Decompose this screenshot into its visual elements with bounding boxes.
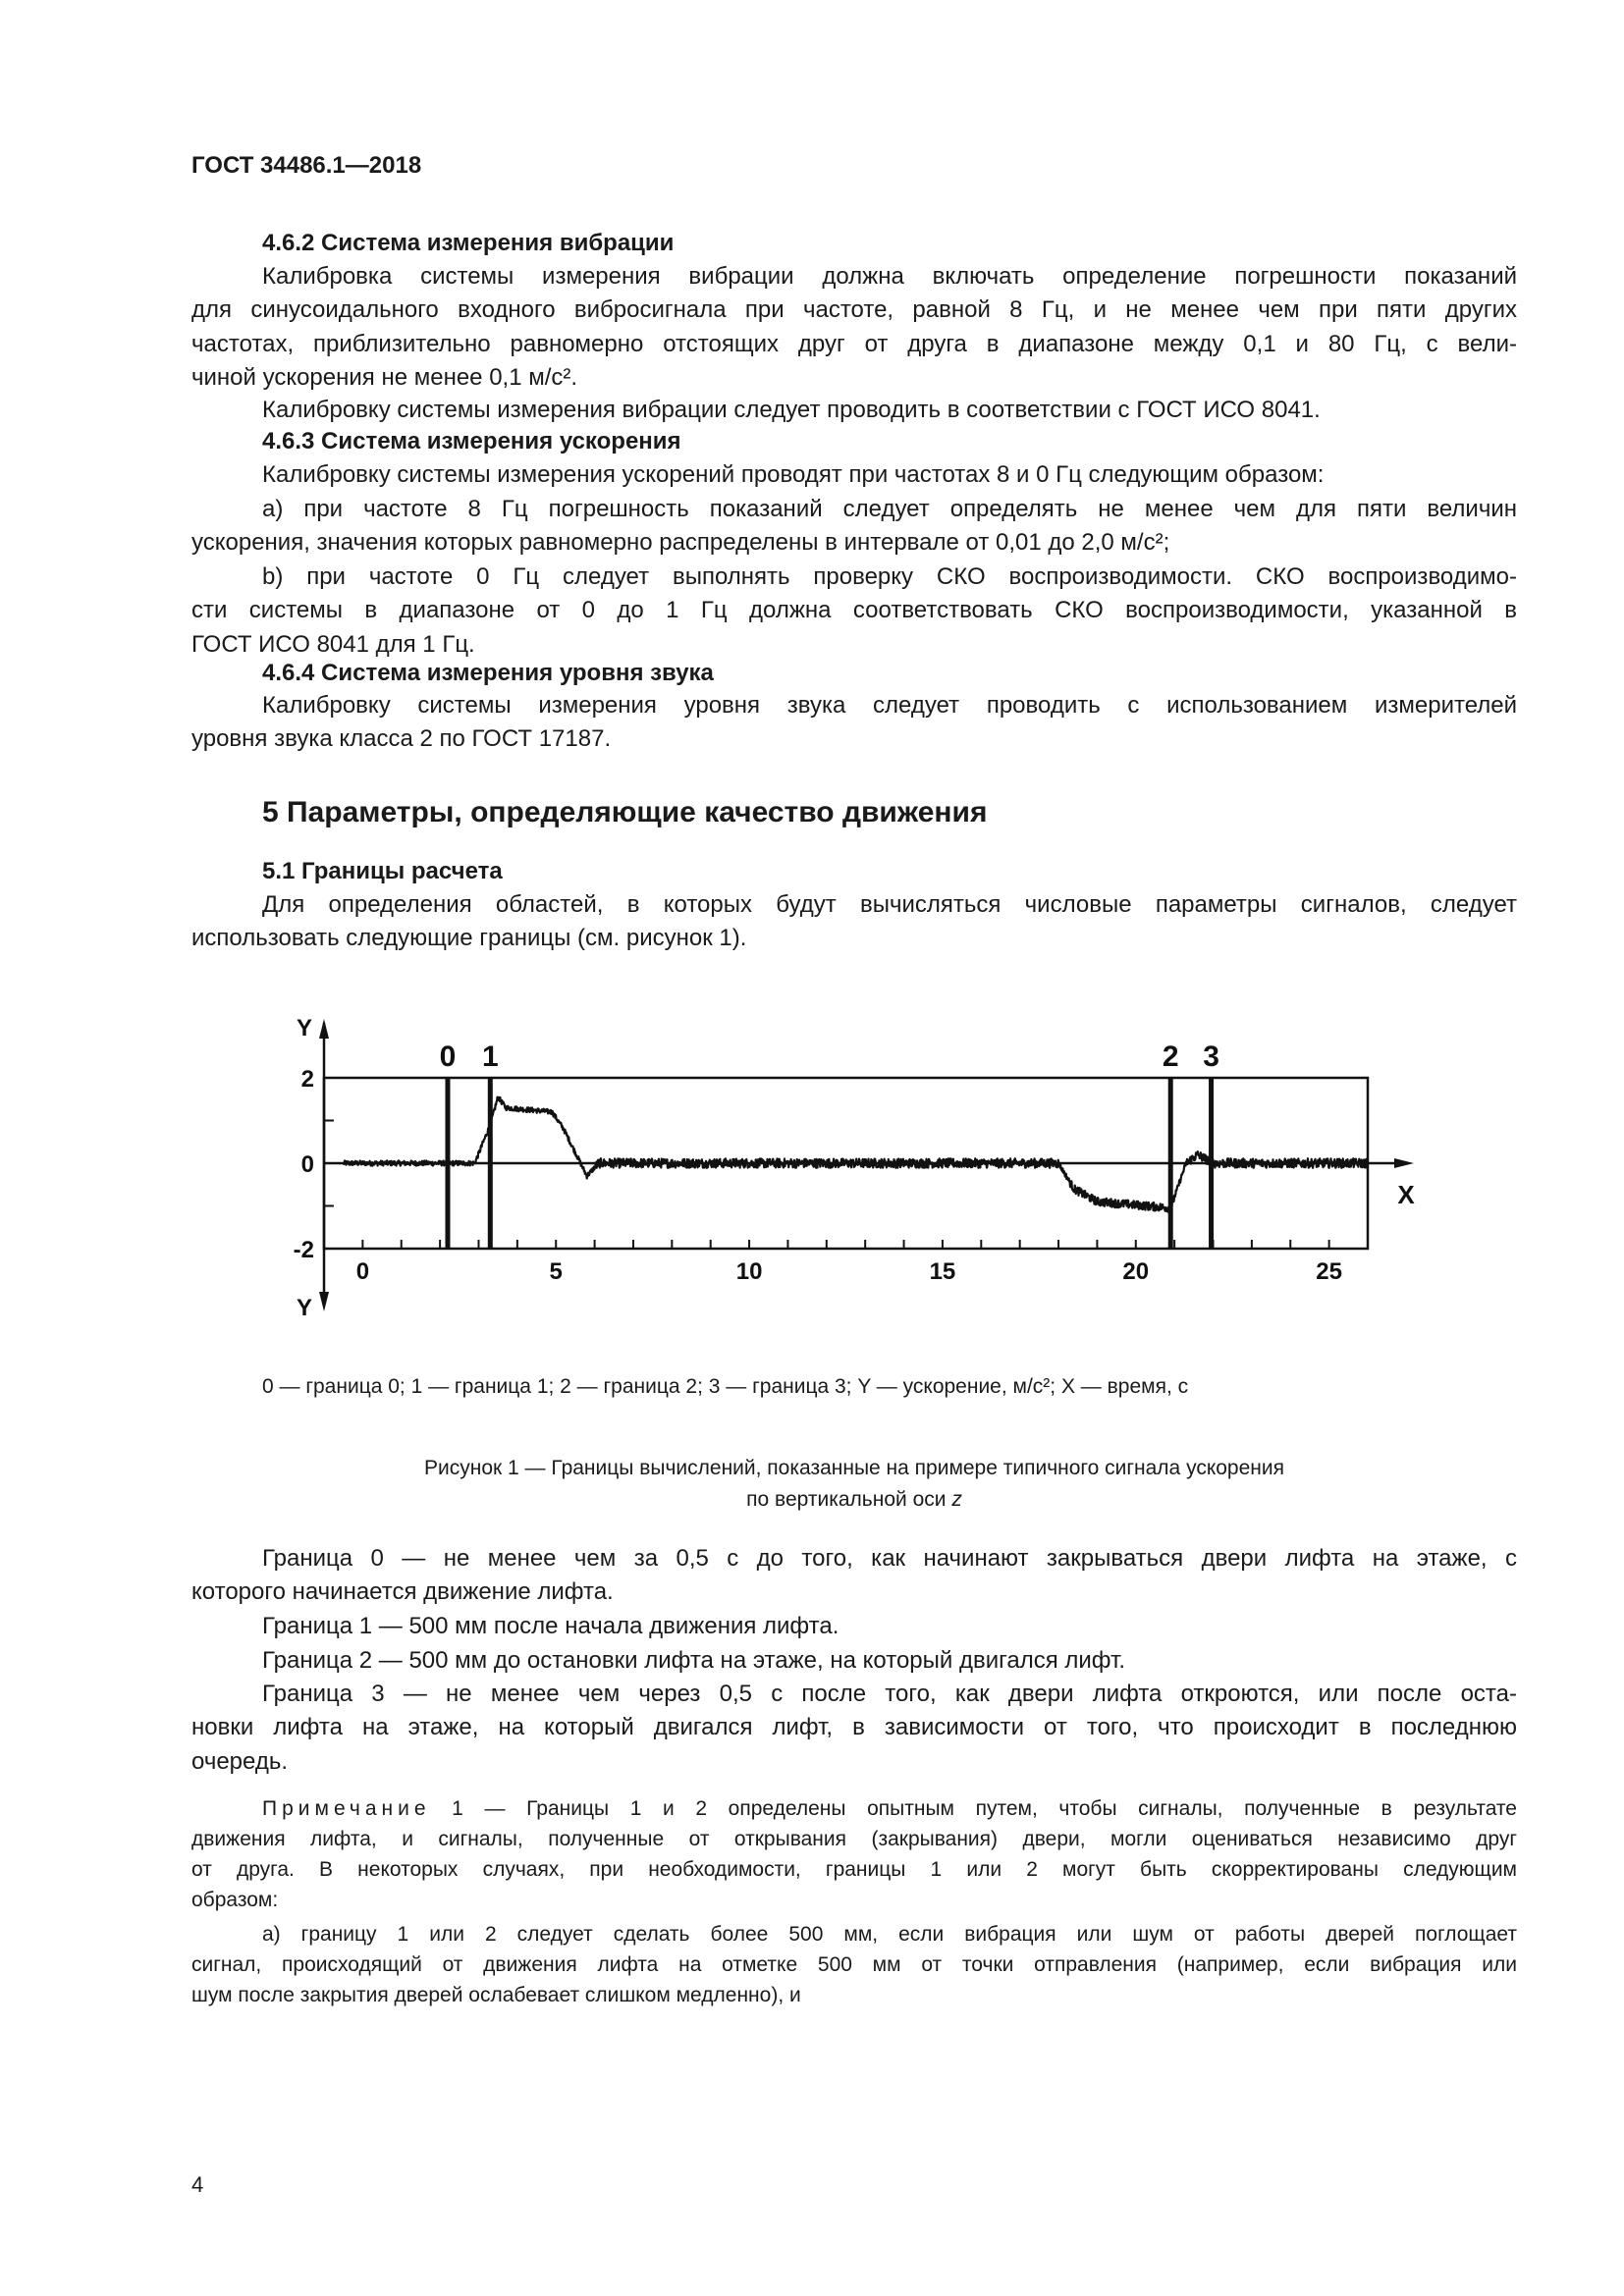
x-tick-label: 15: [930, 1258, 956, 1285]
y-axis-arrow-up-icon: [319, 1019, 329, 1039]
text-line: Калибровку системы измерения вибрации сл…: [262, 396, 1321, 423]
y-axis-label-bottom: Y: [297, 1295, 312, 1321]
caption-line-2: по вертикальной оси z: [191, 1484, 1517, 1516]
text-line: Граница 3 — не менее чем через 0,5 с пос…: [262, 1680, 1517, 1707]
text-line: которого начинается движение лифта.: [191, 1578, 614, 1606]
text-line: 4.6.4 Система измерения уровня звука: [262, 659, 714, 686]
x-tick-label: 0: [356, 1258, 369, 1285]
text-line: Калибровку системы измерения ускорений п…: [262, 460, 1325, 488]
x-tick-label: 20: [1122, 1258, 1149, 1285]
x-tick-label: 5: [550, 1258, 563, 1285]
boundary-label-2: 2: [1163, 1041, 1179, 1073]
paragraph: Граница 3 — не менее чем через 0,5 с пос…: [191, 1678, 1517, 1780]
x-axis-label: X: [1397, 1180, 1415, 1209]
text-line: чиной ускорения не менее 0,1 м/с².: [191, 364, 578, 392]
text-line: Граница 0 — не менее чем за 0,5 с до тог…: [262, 1544, 1517, 1572]
x-tick-label: 10: [736, 1258, 763, 1285]
paragraph: Для определения областей, в которых буду…: [191, 888, 1517, 956]
page-number: 4: [191, 2172, 204, 2197]
y-tick-label: -2: [294, 1237, 314, 1263]
text-line: 4.6.3 Система измерения ускорения: [262, 427, 681, 454]
text-line: Для определения областей, в которых буду…: [262, 890, 1517, 918]
note-text: 1 — Границы 1 и 2 определены опытным пут…: [430, 1796, 1517, 1820]
paragraph: a) при частоте 8 Гц погрешность показани…: [191, 493, 1517, 561]
text-line: ГОСТ ИСО 8041 для 1 Гц.: [191, 630, 475, 658]
figure-caption: Рисунок 1 — Границы вычислений, показанн…: [191, 1453, 1517, 1516]
text-line: от друга. В некоторых случаях, при необх…: [191, 1857, 1517, 1881]
text-line: использовать следующие границы (см. рису…: [191, 925, 747, 952]
text-line: 5 Параметры, определяющие качество движе…: [262, 796, 988, 828]
paragraph: Граница 2 — 500 мм до остановки лифта на…: [191, 1644, 1517, 1679]
boundary-label-3: 3: [1203, 1041, 1219, 1073]
subsection-heading: 4.6.2 Система измерения вибрации: [191, 227, 1517, 261]
subsection-heading: 5.1 Границы расчета: [191, 855, 1517, 889]
note-paragraph: Примечание 1 — Границы 1 и 2 определены …: [191, 1793, 1517, 1915]
paragraph: b) при частоте 0 Гц следует выполнять пр…: [191, 561, 1517, 663]
text-line: b) при частоте 0 Гц следует выполнять пр…: [262, 562, 1517, 590]
section-heading: 5 Параметры, определяющие качество движе…: [191, 793, 1517, 832]
text-line: частотах, приблизительно равномерно отст…: [191, 330, 1517, 357]
y-tick-label: 0: [301, 1151, 314, 1178]
subsection-heading: 4.6.4 Система измерения уровня звука: [191, 657, 1517, 691]
boundary-label-0: 0: [440, 1041, 457, 1073]
text-line: 4.6.2 Система измерения вибрации: [262, 229, 675, 256]
paragraph: a) границу 1 или 2 следует сделать более…: [191, 1919, 1517, 2010]
y-axis-arrow-down-icon: [319, 1292, 329, 1311]
acceleration-signal-line: [342, 1095, 1369, 1213]
text-line: Граница 1 — 500 мм после начала движения…: [262, 1612, 839, 1639]
text-line: Примечание 1 — Границы 1 и 2 определены …: [191, 1793, 1517, 1824]
paragraph: Калибровка системы измерения вибрации до…: [191, 260, 1517, 396]
y-tick-label: 2: [301, 1066, 314, 1093]
caption-axis-name: z: [951, 1488, 962, 1511]
text-line: ускорения, значения которых равномерно р…: [191, 529, 1170, 557]
text-line: очередь.: [191, 1747, 289, 1775]
paragraph: Граница 1 — 500 мм после начала движения…: [191, 1610, 1517, 1644]
text-line: для синусоидального входного вибросигнал…: [191, 296, 1517, 324]
boundary-label-1: 1: [482, 1041, 499, 1073]
text-line: уровня звука класса 2 по ГОСТ 17187.: [191, 725, 612, 753]
text-line: сигнал, происходящий от движения лифта н…: [191, 1952, 1517, 1976]
x-axis-arrow-icon: [1394, 1158, 1414, 1168]
caption-line-1: Рисунок 1 — Границы вычислений, показанн…: [424, 1457, 1284, 1479]
y-axis-label-top: Y: [297, 1015, 312, 1041]
text-line: сти системы в диапазоне от 0 до 1 Гц дол…: [191, 597, 1517, 624]
text-line: шум после закрытия дверей ослабевает сли…: [191, 1983, 801, 2006]
text-line: a) границу 1 или 2 следует сделать более…: [262, 1922, 1517, 1946]
text-line: Калибровку системы измерения уровня звук…: [262, 691, 1517, 719]
text-line: новки лифта на этаже, на который двигалс…: [191, 1714, 1517, 1741]
text-line: Граница 2 — 500 мм до остановки лифта на…: [262, 1646, 1125, 1674]
paragraph: Калибровку системы измерения уровня звук…: [191, 689, 1517, 757]
x-tick-label: 25: [1316, 1258, 1342, 1285]
document-header: ГОСТ 34486.1—2018: [191, 152, 422, 179]
text-line: a) при частоте 8 Гц погрешность показани…: [262, 495, 1517, 522]
note-label: Примечание: [262, 1796, 431, 1820]
text-line: Калибровка системы измерения вибрации до…: [262, 262, 1517, 290]
text-line: образом:: [191, 1888, 279, 1911]
figure-legend: 0 — граница 0; 1 — граница 1; 2 — границ…: [262, 1375, 1189, 1398]
subsection-heading: 4.6.3 Система измерения ускорения: [191, 425, 1517, 459]
paragraph: Калибровку системы измерения ускорений п…: [191, 458, 1517, 493]
paragraph: Граница 0 — не менее чем за 0,5 с до тог…: [191, 1542, 1517, 1610]
caption-line-2-text: по вертикальной оси: [746, 1488, 947, 1511]
text-line: движения лифта, и сигналы, полученные от…: [191, 1827, 1517, 1850]
paragraph: Калибровку системы измерения вибрации сл…: [191, 394, 1517, 428]
text-line: 5.1 Границы расчета: [262, 857, 503, 884]
